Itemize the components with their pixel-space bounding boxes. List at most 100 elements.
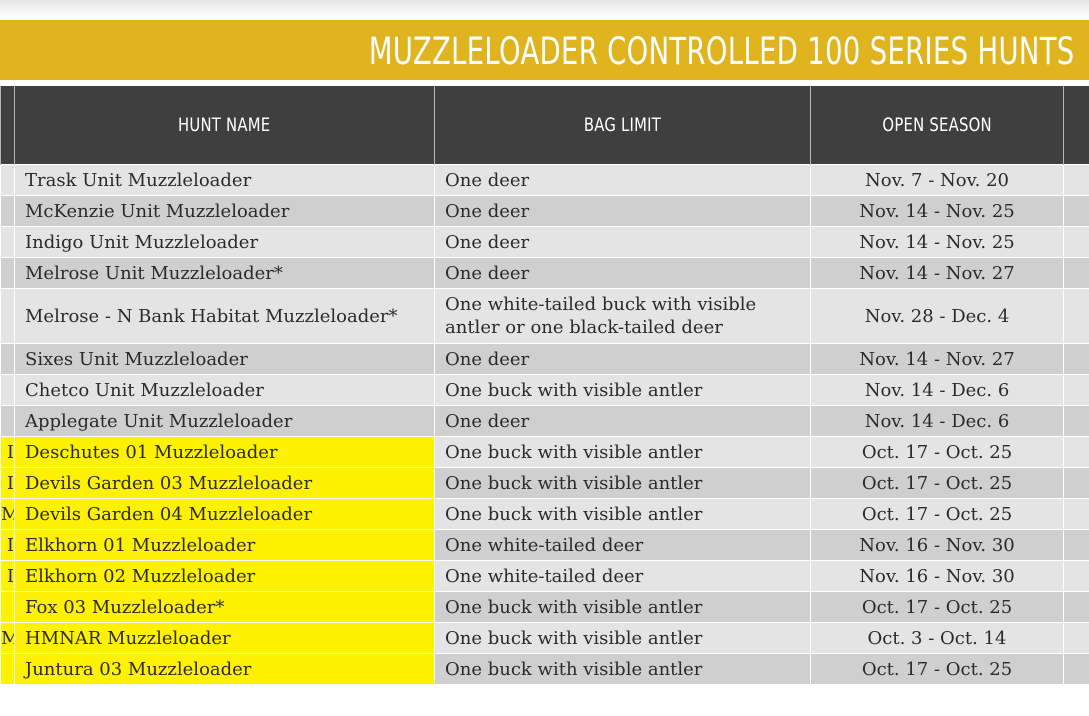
table-row: Juntura 03 Muzzleloader One buck with vis… — [0, 653, 1089, 685]
open-season-cell: Oct. 17 - Oct. 25 — [810, 653, 1064, 685]
bag-limit-cell: One buck with visible antler — [434, 622, 811, 654]
table-row: Chetco Unit Muzzleloader One buck with vi… — [0, 374, 1089, 406]
table-row: Fox 03 Muzzleloader* One buck with visibl… — [0, 591, 1089, 623]
row-lead-mark — [0, 164, 15, 196]
table-row: McKenzie Unit Muzzleloader One deer Nov. 1… — [0, 195, 1089, 227]
hunt-name-cell: Deschutes 01 Muzzleloader — [14, 436, 435, 468]
header-lead-cell — [0, 86, 15, 165]
row-lead-mark: I — [0, 529, 15, 561]
row-lead-mark — [0, 405, 15, 437]
bag-limit-cell: One white-tailed buck with visible antle… — [434, 288, 811, 344]
open-season-cell: Nov. 14 - Nov. 27 — [810, 257, 1064, 289]
open-season-cell: Oct. 17 - Oct. 25 — [810, 591, 1064, 623]
row-trail-cell — [1063, 436, 1089, 468]
bag-limit-cell: One buck with visible antler — [434, 498, 811, 530]
row-trail-cell — [1063, 591, 1089, 623]
hunts-table: HUNT NAME BAG LIMIT OPEN SEASON Trask Un… — [0, 86, 1089, 685]
hunt-name-cell: Indigo Unit Muzzleloader — [14, 226, 435, 258]
row-trail-cell — [1063, 622, 1089, 654]
open-season-cell: Oct. 3 - Oct. 14 — [810, 622, 1064, 654]
hunt-name-cell: Sixes Unit Muzzleloader — [14, 343, 435, 375]
hunt-name-cell: Devils Garden 04 Muzzleloader — [14, 498, 435, 530]
row-trail-cell — [1063, 195, 1089, 227]
row-trail-cell — [1063, 257, 1089, 289]
header-trail-cell — [1063, 86, 1089, 165]
bag-limit-cell: One buck with visible antler — [434, 374, 811, 406]
page-title: MUZZLELOADER CONTROLLED 100 SERIES HUNTS — [369, 30, 1075, 73]
bag-limit-cell: One deer — [434, 195, 811, 227]
top-shadow — [0, 0, 1089, 18]
row-lead-mark — [0, 288, 15, 344]
header-bag-limit-label: BAG LIMIT — [583, 114, 662, 136]
row-trail-cell — [1063, 288, 1089, 344]
table-body: Trask Unit Muzzleloader One deer Nov. 7 - … — [0, 164, 1089, 685]
row-lead-mark — [0, 195, 15, 227]
header-open-season: OPEN SEASON — [810, 86, 1064, 165]
table-row: Melrose Unit Muzzleloader* One deer Nov. 1… — [0, 257, 1089, 289]
hunt-name-cell: Elkhorn 01 Muzzleloader — [14, 529, 435, 561]
row-lead-mark: I — [0, 436, 15, 468]
row-trail-cell — [1063, 226, 1089, 258]
row-trail-cell — [1063, 374, 1089, 406]
hunt-name-cell: HMNAR Muzzleloader — [14, 622, 435, 654]
header-bag-limit: BAG LIMIT — [434, 86, 811, 165]
hunt-name-cell: Chetco Unit Muzzleloader — [14, 374, 435, 406]
open-season-cell: Nov. 16 - Nov. 30 — [810, 560, 1064, 592]
table-header-row: HUNT NAME BAG LIMIT OPEN SEASON — [0, 86, 1089, 165]
open-season-cell: Nov. 16 - Nov. 30 — [810, 529, 1064, 561]
row-lead-mark — [0, 257, 15, 289]
bag-limit-cell: One white-tailed deer — [434, 529, 811, 561]
open-season-cell: Oct. 17 - Oct. 25 — [810, 467, 1064, 499]
table-row: Trask Unit Muzzleloader One deer Nov. 7 - … — [0, 164, 1089, 196]
header-open-season-label: OPEN SEASON — [882, 114, 992, 136]
table-row: I Devils Garden 03 Muzzleloader One buck w… — [0, 467, 1089, 499]
open-season-cell: Nov. 14 - Nov. 25 — [810, 226, 1064, 258]
bag-limit-cell: One deer — [434, 226, 811, 258]
hunt-name-cell: Devils Garden 03 Muzzleloader — [14, 467, 435, 499]
bag-limit-cell: One buck with visible antler — [434, 467, 811, 499]
header-hunt-name: HUNT NAME — [14, 86, 435, 165]
row-trail-cell — [1063, 164, 1089, 196]
hunt-name-cell: Melrose - N Bank Habitat Muzzleloader* — [14, 288, 435, 344]
open-season-cell: Oct. 17 - Oct. 25 — [810, 436, 1064, 468]
hunt-name-cell: Elkhorn 02 Muzzleloader — [14, 560, 435, 592]
header-hunt-name-label: HUNT NAME — [178, 114, 271, 136]
hunt-name-cell: Trask Unit Muzzleloader — [14, 164, 435, 196]
hunt-name-cell: Fox 03 Muzzleloader* — [14, 591, 435, 623]
open-season-cell: Nov. 28 - Dec. 4 — [810, 288, 1064, 344]
row-trail-cell — [1063, 405, 1089, 437]
hunt-name-cell: Melrose Unit Muzzleloader* — [14, 257, 435, 289]
open-season-cell: Nov. 14 - Dec. 6 — [810, 374, 1064, 406]
row-lead-mark — [0, 591, 15, 623]
row-lead-mark: I — [0, 560, 15, 592]
table-row: Applegate Unit Muzzleloader One deer Nov. … — [0, 405, 1089, 437]
row-trail-cell — [1063, 343, 1089, 375]
row-lead-mark: I — [0, 467, 15, 499]
bag-limit-cell: One deer — [434, 257, 811, 289]
bag-limit-cell: One deer — [434, 405, 811, 437]
table-row: Indigo Unit Muzzleloader One deer Nov. 14 … — [0, 226, 1089, 258]
row-lead-mark — [0, 226, 15, 258]
row-lead-mark: M — [0, 498, 15, 530]
row-trail-cell — [1063, 467, 1089, 499]
open-season-cell: Nov. 14 - Nov. 27 — [810, 343, 1064, 375]
bag-limit-cell: One buck with visible antler — [434, 436, 811, 468]
bag-limit-cell: One buck with visible antler — [434, 653, 811, 685]
open-season-cell: Nov. 14 - Dec. 6 — [810, 405, 1064, 437]
hunt-name-cell: Applegate Unit Muzzleloader — [14, 405, 435, 437]
open-season-cell: Nov. 14 - Nov. 25 — [810, 195, 1064, 227]
row-lead-mark — [0, 653, 15, 685]
title-banner: MUZZLELOADER CONTROLLED 100 SERIES HUNTS — [0, 20, 1089, 80]
row-trail-cell — [1063, 653, 1089, 685]
open-season-cell: Oct. 17 - Oct. 25 — [810, 498, 1064, 530]
bag-limit-cell: One white-tailed deer — [434, 560, 811, 592]
row-trail-cell — [1063, 560, 1089, 592]
row-lead-mark: M — [0, 622, 15, 654]
row-trail-cell — [1063, 498, 1089, 530]
hunt-name-cell: McKenzie Unit Muzzleloader — [14, 195, 435, 227]
table-row: Melrose - N Bank Habitat Muzzleloader* On… — [0, 288, 1089, 344]
open-season-cell: Nov. 7 - Nov. 20 — [810, 164, 1064, 196]
